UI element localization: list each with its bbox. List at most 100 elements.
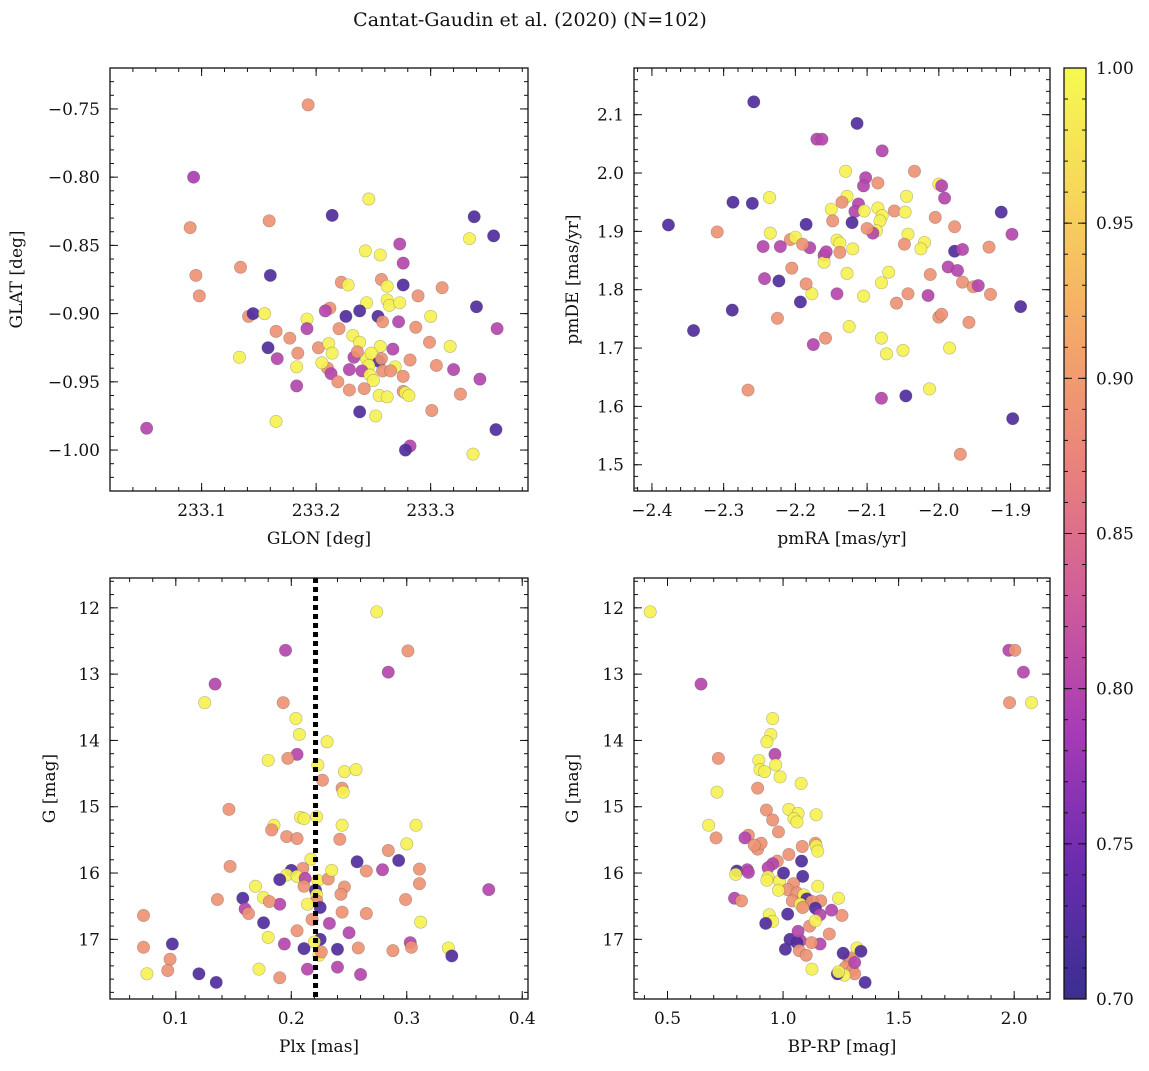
scatter-point (335, 818, 349, 832)
scatter-point (759, 916, 773, 930)
scatter-point (971, 279, 985, 293)
scatter-point (794, 777, 808, 791)
scatter-point (796, 869, 810, 883)
scatter-point (874, 391, 888, 405)
y-tick-label: 13 (602, 665, 624, 685)
scatter-point (791, 924, 805, 938)
scatter-point (401, 644, 415, 658)
y-tick-label: 2.0 (597, 164, 624, 184)
scatter-point (290, 832, 304, 846)
scatter-point (943, 341, 957, 355)
x-axis-label: pmRA [mas/yr] (777, 529, 906, 549)
scatter-point (386, 342, 400, 356)
scatter-point (923, 382, 937, 396)
scatter-point (758, 765, 772, 779)
colorbar-tick-label: 0.90 (1096, 369, 1134, 389)
scatter-point (955, 275, 969, 289)
scatter-point (711, 751, 725, 765)
scatter-point (900, 189, 914, 203)
panel-glon-glat: 233.1 233.2 233.3 −0.75 −0.80 −0.85 −0.90 −0.95… (7, 67, 529, 549)
scatter-point (339, 309, 353, 323)
scatter-point (1014, 300, 1028, 314)
x-tick-label: 233.1 (177, 501, 226, 521)
scatter-point (342, 383, 356, 397)
scatter-point (359, 864, 373, 878)
scatter-point (261, 341, 275, 355)
scatter-point (857, 179, 871, 193)
scatter-point (301, 98, 315, 112)
scatter-point (403, 353, 417, 367)
scatter-point (694, 677, 708, 691)
scatter-point (473, 372, 487, 386)
scatter-point (836, 946, 850, 960)
axes-frame (633, 67, 1051, 492)
panel-bprp-g: 0.5 1.0 1.5 2.0 12 13 14 15 16 17 BP-RP [mag] G [ma… (563, 577, 1051, 1057)
scatter-point (835, 195, 849, 209)
scatter-point (283, 331, 297, 345)
scatter-point (360, 296, 374, 310)
scatter-point (297, 879, 311, 893)
scatter-point (232, 350, 246, 364)
scatter-point (376, 863, 390, 877)
scatter-point (875, 144, 889, 158)
scatter-point (262, 895, 276, 909)
scatter-point (447, 363, 461, 377)
scatter-point (236, 891, 250, 905)
scatter-point (342, 926, 356, 940)
scatter-point (435, 281, 449, 295)
scatter-point (396, 256, 410, 270)
scatter-point (782, 847, 796, 861)
scatter-point (825, 903, 839, 917)
scatter-point (396, 369, 410, 383)
y-tick-label: 1.6 (597, 397, 624, 417)
scatter-point (350, 855, 364, 869)
scatter-point (756, 240, 770, 254)
axis-ticks (110, 578, 528, 999)
scatter-point (850, 116, 864, 130)
scatter-point (429, 358, 443, 372)
scatter-point (858, 975, 872, 989)
scatter-point (411, 289, 425, 303)
scatter-point (198, 696, 212, 710)
scatter-point (890, 296, 904, 310)
scatter-point (376, 315, 390, 329)
scatter-point (983, 287, 997, 301)
scatter-point (1025, 696, 1039, 710)
scatter-point (342, 363, 356, 377)
scatter-point (463, 232, 477, 246)
scatter-point (258, 307, 272, 321)
scatter-point (955, 242, 969, 256)
scatter-point (400, 837, 414, 851)
scatter-point (771, 883, 785, 897)
scatter-point (248, 879, 262, 893)
x-tick-label: −2.2 (775, 501, 816, 521)
scatter-point (290, 360, 304, 374)
x-tick-label: 0.1 (162, 1009, 189, 1029)
scatter-point (297, 942, 311, 956)
x-tick-label: 233.3 (406, 501, 455, 521)
scatter-point (331, 375, 345, 389)
y-axis-label: G [mag] (563, 754, 583, 823)
scatter-point (369, 409, 383, 423)
scatter-points (140, 98, 504, 461)
scatter-point (393, 296, 407, 310)
x-axis-label: BP-RP [mag] (788, 1037, 897, 1057)
scatter-point (1008, 643, 1022, 657)
axis-ticks (634, 578, 1050, 999)
scatter-point (848, 956, 862, 970)
scatter-point (292, 727, 306, 741)
scatter-point (325, 863, 339, 877)
scatter-point (350, 345, 364, 359)
scatter-point (351, 941, 365, 955)
scatter-point (273, 971, 287, 985)
scatter-point (842, 319, 856, 333)
scatter-point (353, 304, 367, 318)
scatter-point (333, 832, 347, 846)
y-tick-label: 15 (602, 798, 624, 818)
scatter-point (994, 205, 1008, 219)
scatter-point (223, 859, 237, 873)
scatter-point (136, 908, 150, 922)
scatter-point (366, 373, 380, 387)
scatter-point (482, 883, 496, 897)
scatter-point (384, 364, 398, 378)
